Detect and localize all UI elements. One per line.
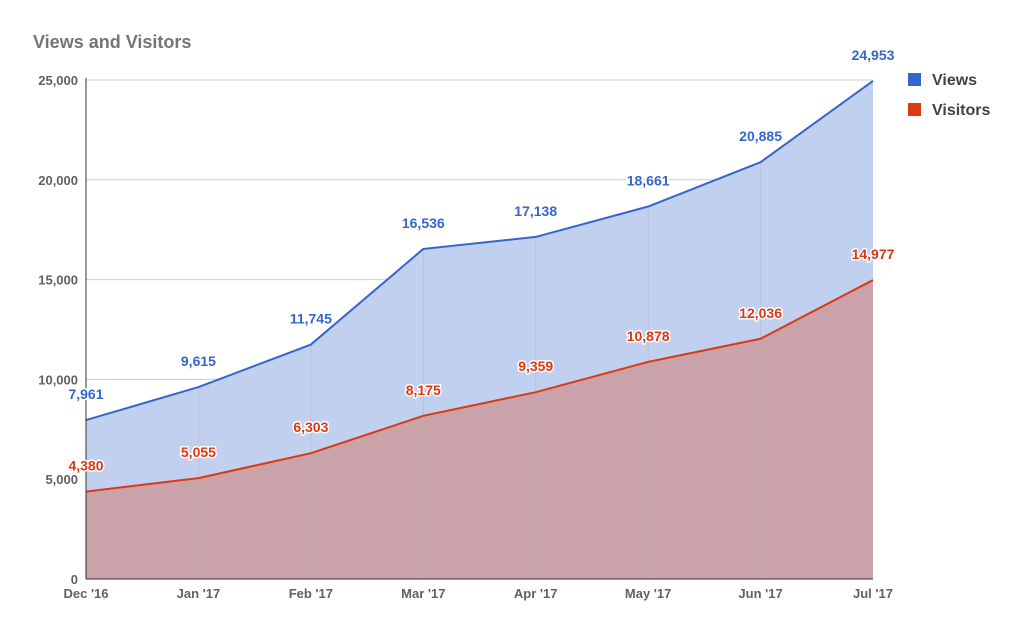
data-label-visitors: 4,380: [68, 458, 103, 474]
legend-swatch-visitors: [908, 103, 921, 116]
y-tick-label: 15,000: [38, 273, 78, 288]
x-tick-label: Jun '17: [738, 586, 782, 601]
data-label-visitors: 6,303: [293, 419, 328, 435]
series-areas: [86, 80, 873, 580]
data-label-views: 20,885: [739, 128, 782, 144]
data-label-views: 18,661: [627, 173, 670, 189]
data-label-views: 17,138: [514, 203, 557, 219]
x-tick-label: Jan '17: [177, 586, 221, 601]
y-tick-label: 20,000: [38, 173, 78, 188]
data-label-views: 16,536: [402, 215, 445, 231]
data-label-views: 11,745: [290, 311, 332, 327]
y-tick-label: 10,000: [38, 372, 78, 387]
y-tick-label: 5,000: [45, 472, 78, 487]
x-tick-marks: [197, 162, 762, 579]
legend: Views Visitors: [908, 72, 991, 119]
series-area-visitors: [86, 280, 873, 579]
legend-label-visitors: Visitors: [932, 102, 991, 119]
x-tick-label: Mar '17: [401, 586, 445, 601]
legend-swatch-views: [908, 73, 921, 86]
x-tick-label: Dec '16: [63, 586, 108, 601]
series-line-views: [85, 80, 874, 422]
x-tick-label: Apr '17: [514, 586, 558, 601]
x-tick-labels: Dec '16 Jan '17 Feb '17 Mar '17 Apr '17 May '…: [63, 586, 892, 601]
y-tick-label: 25,000: [38, 73, 78, 88]
data-label-visitors: 12,036: [739, 305, 782, 321]
series-line-visitors: [85, 279, 874, 493]
data-label-visitors: 9,359: [518, 358, 553, 374]
x-tick-label: May '17: [625, 586, 671, 601]
data-label-visitors: 14,977: [852, 246, 895, 262]
y-tick-labels: 0 5,000 10,000 15,000 20,000 25,000: [38, 73, 78, 587]
data-label-views: 7,961: [68, 386, 103, 402]
series-lines: [85, 80, 874, 493]
legend-label-views: Views: [932, 72, 977, 89]
data-label-visitors: 5,055: [181, 444, 216, 460]
data-label-views: 9,615: [181, 353, 216, 369]
x-tick-label: Jul '17: [853, 586, 893, 601]
chart-title: Views and Visitors: [33, 32, 191, 52]
data-label-visitors: 8,175: [406, 382, 441, 398]
data-label-views: 24,953: [852, 47, 895, 63]
data-labels: 7,961 9,615 11,745 16,536 17,138 18,661 20,885…: [67, 45, 896, 475]
axes: [85, 78, 873, 580]
x-tick-label: Feb '17: [289, 586, 333, 601]
y-tick-label: 0: [71, 572, 78, 587]
data-label-visitors: 10,878: [627, 328, 670, 344]
